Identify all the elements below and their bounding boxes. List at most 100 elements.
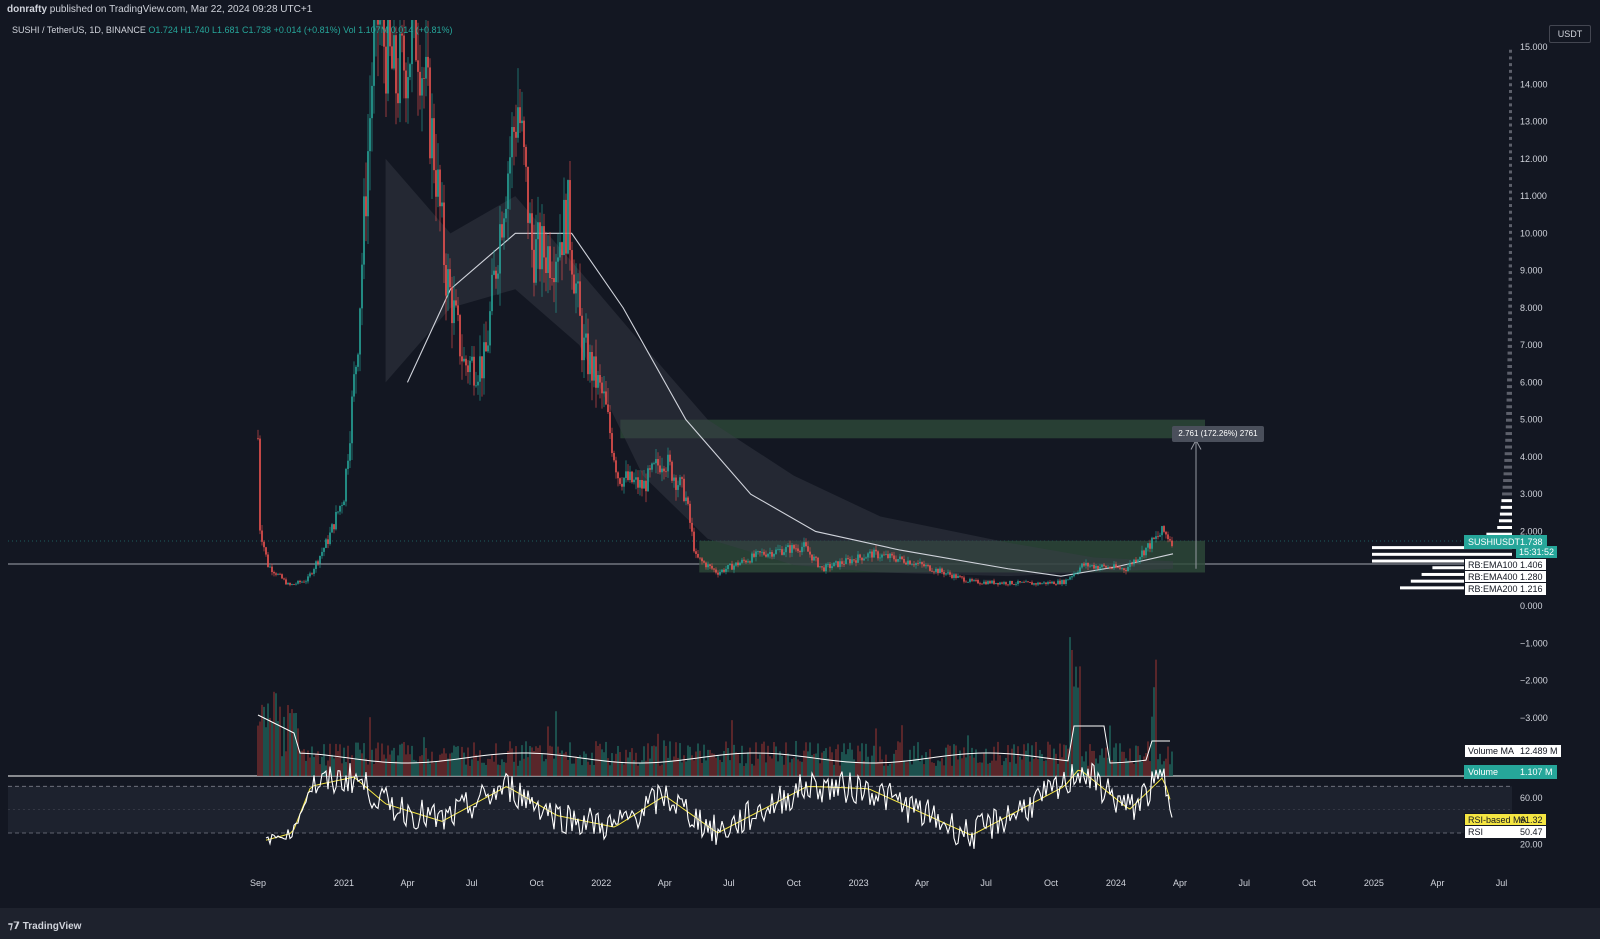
volume-bar [627,758,629,776]
volume-bar [539,745,541,776]
volume-bar [971,748,973,776]
candle [1125,570,1127,571]
candle [287,583,289,584]
volume-bar [933,763,935,776]
volume-bar [1143,756,1145,776]
volume-profile-bar [1501,499,1512,502]
candle [1139,557,1141,560]
publish-header: donrafty published on TradingView.com, M… [0,0,1600,20]
currency-unit-button[interactable]: USDT [1549,25,1591,43]
volume-bar [1147,741,1149,776]
candle [971,579,973,581]
candle [731,564,733,570]
candle [515,132,517,138]
candle [689,504,691,523]
volume-bar [1027,743,1029,776]
volume-bar [345,762,347,776]
volume-bar [833,765,835,776]
volume-bar [765,762,767,776]
volume-bar [423,737,425,776]
volume-bar [1047,742,1049,776]
volume-bar [739,763,741,776]
candle [729,564,731,565]
candle [733,566,735,570]
volume-bar [297,728,299,776]
candle [841,561,843,564]
tradingview-logo[interactable]: ⁊𝟳 TradingView [8,921,81,932]
candle [471,357,473,361]
volume-bar [895,750,897,776]
volume-bar [547,726,549,776]
candle [261,531,263,542]
volume-bar [1127,761,1129,776]
volume-bar [781,756,783,776]
candle [507,174,509,209]
candle [539,222,541,269]
volume-bar [923,764,925,776]
candle [541,226,543,269]
candle [391,46,393,68]
candle [629,472,631,480]
volume-bar [569,742,571,776]
volume-bar [449,754,451,776]
volume-profile-bar [1509,191,1512,194]
candle [581,316,583,360]
candle [761,552,763,553]
volume-bar [289,713,291,776]
candle [1017,581,1019,584]
candle [795,548,797,549]
volume-bar [773,742,775,776]
candle [579,281,581,315]
candle [333,524,335,529]
candle [959,576,961,577]
candle [351,397,353,444]
candle [455,300,457,305]
volume-bar [743,766,745,776]
candle [755,551,757,556]
price-axis-tick: −1.000 [1520,638,1548,648]
candle [347,461,349,469]
candle [939,569,941,573]
symbol-title[interactable]: SUSHI / TetherUS, 1D, BINANCE [12,25,146,35]
candle [555,262,557,282]
volume-bar [589,765,591,776]
candle [805,542,807,546]
volume-bar [605,742,607,776]
volume-profile-bar [1509,184,1512,187]
volume-bar [499,765,501,776]
candle [691,523,693,532]
candle [337,512,339,513]
volume-bar [459,758,461,776]
candle [1053,582,1055,584]
volume-bar [889,764,891,776]
volume-bar [261,705,263,776]
volume-bar [293,713,295,776]
tag-label: RSI [1468,826,1520,838]
volume-profile-bar [1509,177,1512,180]
candle [499,224,501,273]
volume-bar [537,748,539,776]
candle [649,468,651,469]
candle [275,573,277,574]
volume-bar [393,748,395,776]
volume-profile-bar [1500,513,1512,516]
price-axis-tick: −3.000 [1520,713,1548,723]
candle [819,566,821,567]
volume-bar [1007,745,1009,776]
candle [891,554,893,556]
candle [1095,566,1097,568]
candle [601,383,603,394]
volume-bar [309,757,311,776]
volume-bar [1009,762,1011,776]
candle [907,561,909,565]
volume-bar [655,746,657,776]
candle [491,275,493,311]
candle [1051,582,1053,584]
candle [951,575,953,578]
candle [519,107,521,123]
volume-bar [559,753,561,776]
candle [1067,579,1069,580]
volume-bar [437,762,439,776]
candle [441,203,443,207]
chart-canvas[interactable]: 15.000 14.000 13.000 12.000 11.000 10.000 9.00… [0,20,1600,908]
